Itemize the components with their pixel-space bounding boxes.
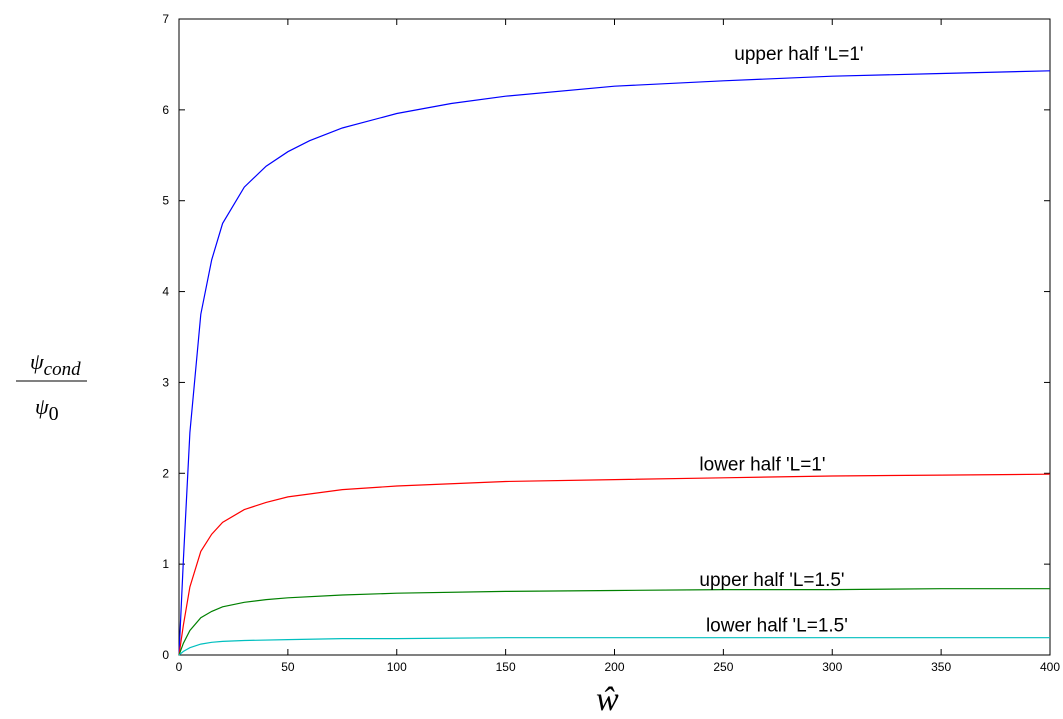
annotation-0: upper half 'L=1' xyxy=(734,44,863,65)
x-tick-label: 350 xyxy=(931,660,951,674)
x-tick-label: 150 xyxy=(496,660,516,674)
x-tick-label: 200 xyxy=(604,660,624,674)
y-tick-label: 0 xyxy=(162,648,169,662)
annotations: upper half 'L=1' lower half 'L=1' upper ha… xyxy=(699,44,863,636)
ylabel-denominator-subscript: 0 xyxy=(49,403,59,425)
y-tick-label: 6 xyxy=(162,103,169,117)
ylabel-numerator-symbol: ψ xyxy=(30,349,44,374)
series-line-0 xyxy=(178,70,1051,656)
y-tick-label: 2 xyxy=(162,466,169,480)
annotation-1: lower half 'L=1' xyxy=(699,455,825,476)
annotation-3: lower half 'L=1.5' xyxy=(706,615,848,636)
x-tick-label: 400 xyxy=(1040,660,1060,674)
series-line-3 xyxy=(178,637,1050,656)
ticks: 0 50 100 150 200 250 300 350 400 0 1 2 3 4 5 6 7 xyxy=(162,12,1060,674)
svg-text:ψcond: ψcond xyxy=(30,349,81,380)
y-tick-label: 5 xyxy=(162,194,169,208)
y-axis-label: ψcond ψ0 xyxy=(16,349,87,425)
annotation-2: upper half 'L=1.5' xyxy=(699,570,844,591)
y-tick-label: 7 xyxy=(162,12,169,26)
plot-area xyxy=(178,18,1051,656)
svg-text:ψ0: ψ0 xyxy=(35,394,59,425)
x-tick-label: 300 xyxy=(822,660,842,674)
y-tick-label: 1 xyxy=(162,557,169,571)
series-line-2 xyxy=(178,588,1050,656)
series-line-1 xyxy=(178,473,1051,656)
x-tick-label: 0 xyxy=(176,660,183,674)
x-tick-label: 250 xyxy=(713,660,733,674)
y-tick-label: 3 xyxy=(162,375,169,389)
ylabel-denominator-symbol: ψ xyxy=(35,394,49,419)
y-tick-label: 4 xyxy=(162,285,169,299)
x-tick-label: 100 xyxy=(387,660,407,674)
x-axis-label: ŵ xyxy=(596,681,619,718)
series-group xyxy=(178,70,1051,656)
x-tick-label: 50 xyxy=(281,660,295,674)
ylabel-numerator-subscript: cond xyxy=(44,359,81,380)
